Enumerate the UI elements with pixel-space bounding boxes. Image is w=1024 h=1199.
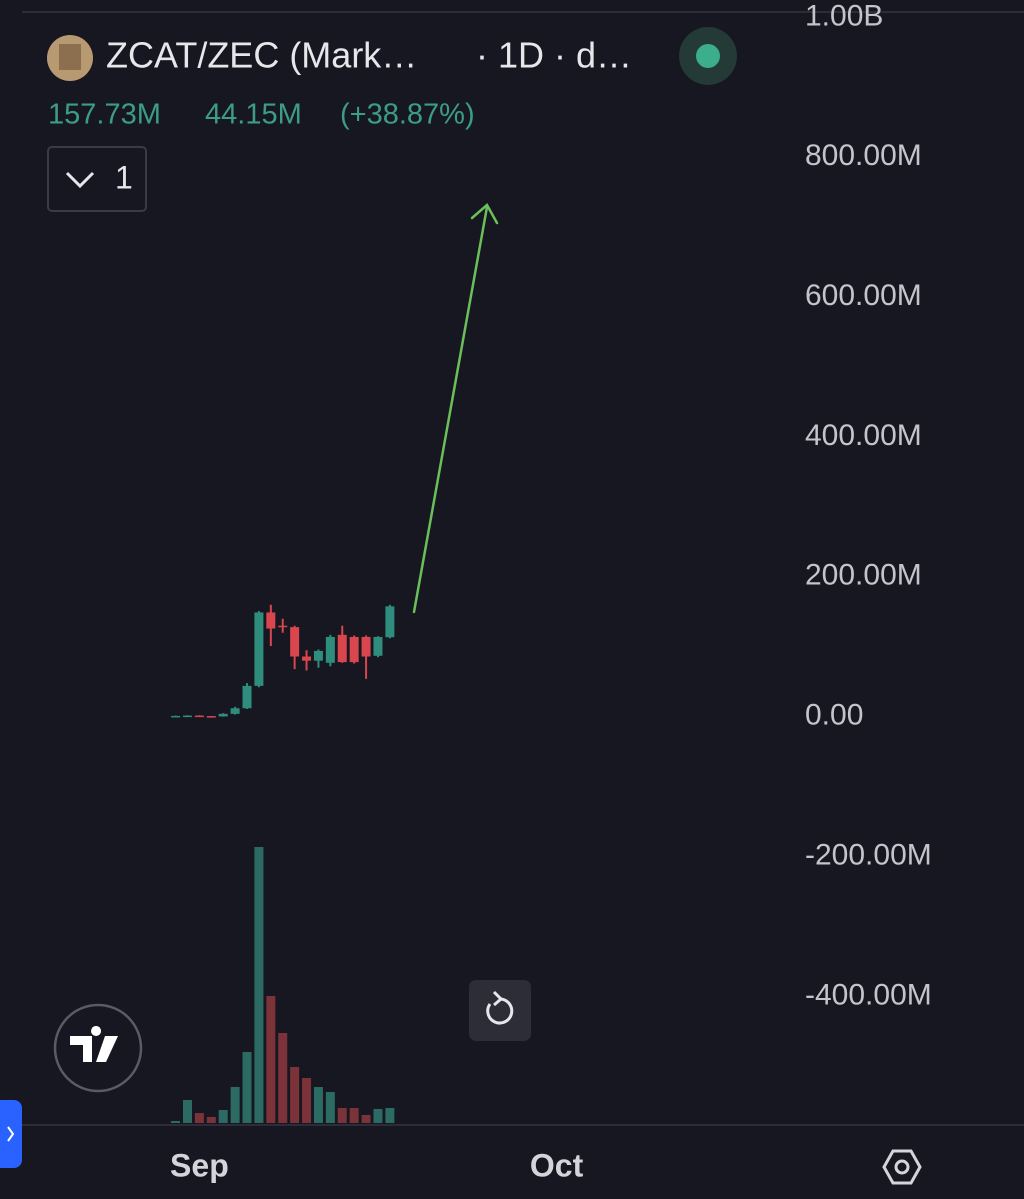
volume-bar bbox=[290, 1067, 300, 1123]
y-tick-label: 200.00M bbox=[805, 559, 922, 592]
candle-body bbox=[194, 715, 204, 718]
tradingview-logo[interactable] bbox=[53, 1003, 143, 1093]
volume-bar bbox=[373, 1109, 383, 1123]
symbol: ZCAT/ZEC (Mark… bbox=[106, 35, 417, 76]
volume-bar bbox=[230, 1087, 240, 1123]
volume-bar bbox=[182, 1100, 192, 1123]
annotation-arrow bbox=[412, 203, 499, 614]
candle-body bbox=[361, 636, 371, 657]
candle-body bbox=[373, 636, 383, 656]
y-tick-label: -400.00M bbox=[805, 978, 932, 1011]
candle-body bbox=[182, 715, 192, 718]
candle-body bbox=[337, 634, 347, 663]
volume-bar bbox=[325, 1092, 335, 1123]
status-dot bbox=[696, 44, 720, 68]
volume-bar bbox=[337, 1108, 347, 1123]
candle-body bbox=[313, 650, 323, 661]
change-percent: (+38.87%) bbox=[340, 99, 475, 131]
y-tick-label: 1.00B bbox=[805, 0, 883, 32]
candle-body bbox=[385, 606, 395, 638]
x-tick-label: Sep bbox=[170, 1147, 229, 1183]
volume-bar bbox=[361, 1115, 371, 1123]
volume-bar bbox=[171, 1121, 181, 1123]
axis-labels: 1.00B 800.00M 600.00M 400.00M 200.00M 0.00 -20… bbox=[170, 0, 932, 1183]
last-value: 157.73M bbox=[48, 99, 161, 131]
volume-bar bbox=[302, 1078, 312, 1123]
y-tick-label: 400.00M bbox=[805, 419, 922, 452]
volume-bar bbox=[254, 847, 264, 1123]
candle-body bbox=[254, 612, 264, 686]
reset-button[interactable] bbox=[469, 980, 531, 1041]
candle-body bbox=[349, 636, 359, 663]
candle-body bbox=[290, 627, 300, 657]
y-tick-label: -200.00M bbox=[805, 838, 932, 871]
y-tick-label: 800.00M bbox=[805, 139, 922, 172]
chevron-icon bbox=[65, 171, 95, 189]
volume-bar bbox=[218, 1110, 228, 1123]
volume-pane bbox=[171, 847, 395, 1123]
volume-bar bbox=[194, 1113, 204, 1123]
indicator-toggle[interactable] bbox=[47, 146, 147, 212]
x-tick-label: Oct bbox=[530, 1147, 584, 1183]
avatar-face bbox=[59, 44, 81, 70]
side-tab[interactable] bbox=[0, 1100, 22, 1168]
candle-body bbox=[302, 656, 312, 661]
volume-bar bbox=[266, 996, 276, 1123]
volume-bar bbox=[278, 1033, 288, 1123]
volume-bar bbox=[313, 1087, 323, 1123]
indicator-count: 1 bbox=[115, 159, 133, 195]
volume-bar bbox=[385, 1108, 395, 1123]
volume-bar bbox=[242, 1052, 252, 1123]
candle-body bbox=[325, 636, 335, 663]
change: 44.15M bbox=[205, 99, 302, 131]
y-tick-label: 600.00M bbox=[805, 279, 922, 312]
candle-body bbox=[278, 625, 288, 628]
volume-bar bbox=[349, 1108, 359, 1123]
candles bbox=[171, 604, 395, 718]
candle-body bbox=[266, 612, 276, 629]
candle-body bbox=[206, 716, 216, 718]
interval: · 1D · d… bbox=[476, 35, 632, 76]
y-tick-label: 0.00 bbox=[805, 699, 863, 732]
volume-bar bbox=[206, 1117, 216, 1123]
candle-body bbox=[242, 685, 252, 709]
candle-body bbox=[230, 708, 240, 714]
candle-body bbox=[171, 715, 181, 718]
legend-header: ZCAT/ZEC (Mark… · 1D · d… 157.73M 44.15M… bbox=[47, 27, 737, 212]
candle-body bbox=[218, 713, 228, 717]
settings-button[interactable] bbox=[882, 1149, 922, 1185]
